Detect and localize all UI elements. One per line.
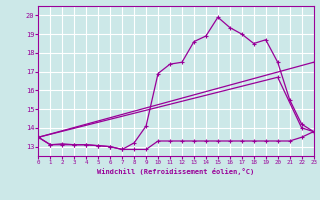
- X-axis label: Windchill (Refroidissement éolien,°C): Windchill (Refroidissement éolien,°C): [97, 168, 255, 175]
